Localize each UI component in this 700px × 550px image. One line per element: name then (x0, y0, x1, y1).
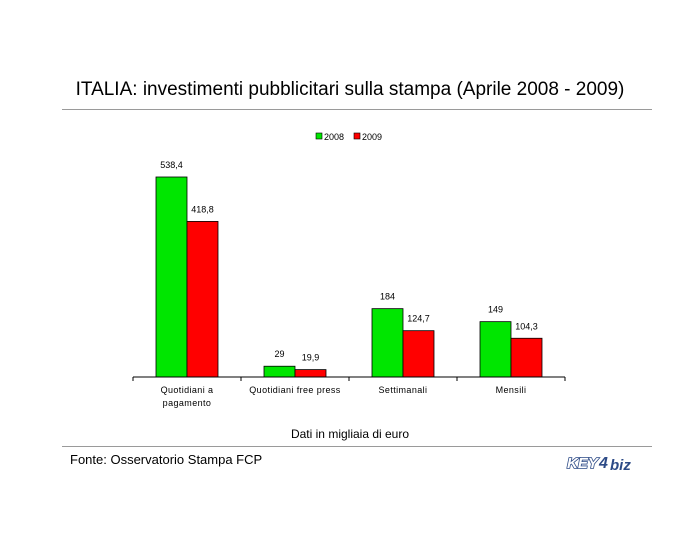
bar-2009-3 (510, 337, 543, 378)
data-label-2008-0: 538,4 (160, 160, 183, 170)
bar-chart: 2008 2009 538,4 418,8 29 19,9 184 124,7 149 104,3… (132, 132, 566, 408)
bar-2009-0 (186, 221, 219, 378)
legend-swatch-2008 (315, 132, 323, 140)
data-label-2008-1: 29 (274, 349, 284, 359)
bar-2008-2 (371, 308, 404, 378)
data-label-2009-3: 104,3 (515, 321, 538, 331)
data-label-2009-0: 418,8 (191, 204, 214, 214)
key4biz-logo-image: KEY 4 biz (566, 454, 631, 474)
bar-2008-1 (263, 365, 296, 378)
bar-2009-2 (402, 330, 435, 378)
title-divider (62, 109, 652, 110)
bar-2008-0 (155, 176, 188, 378)
footer-divider (62, 446, 652, 447)
chart-title: ITALIA: investimenti pubblicitari sulla … (75, 79, 625, 100)
category-label-2-line-0: Settimanali (379, 385, 428, 395)
data-label-2008-2: 184 (380, 292, 395, 302)
category-label-0-line-1: pagamento (163, 398, 212, 408)
source-note: Fonte: Osservatorio Stampa FCP (70, 452, 263, 467)
unit-note: Dati in migliaia di euro (290, 427, 410, 441)
category-label-3-line-0: Mensili (496, 385, 527, 395)
data-label-2008-3: 149 (488, 305, 503, 315)
logo-biz: biz (610, 457, 631, 474)
category-label-1-line-0: Quotidiani free press (249, 385, 341, 395)
legend-label-2009: 2009 (362, 132, 382, 142)
logo-four: 4 (598, 455, 608, 472)
data-label-2009-2: 124,7 (407, 314, 430, 324)
data-label-2009-1: 19,9 (302, 353, 320, 363)
key4biz-logo: KEY 4 biz (566, 452, 642, 479)
logo-key: KEY (567, 455, 600, 472)
bar-2009-1 (294, 369, 327, 378)
category-label-0-line-0: Quotidiani a (161, 385, 214, 395)
bar-2008-3 (479, 321, 512, 378)
legend-swatch-2009 (353, 132, 361, 140)
legend-label-2008: 2008 (324, 132, 344, 142)
